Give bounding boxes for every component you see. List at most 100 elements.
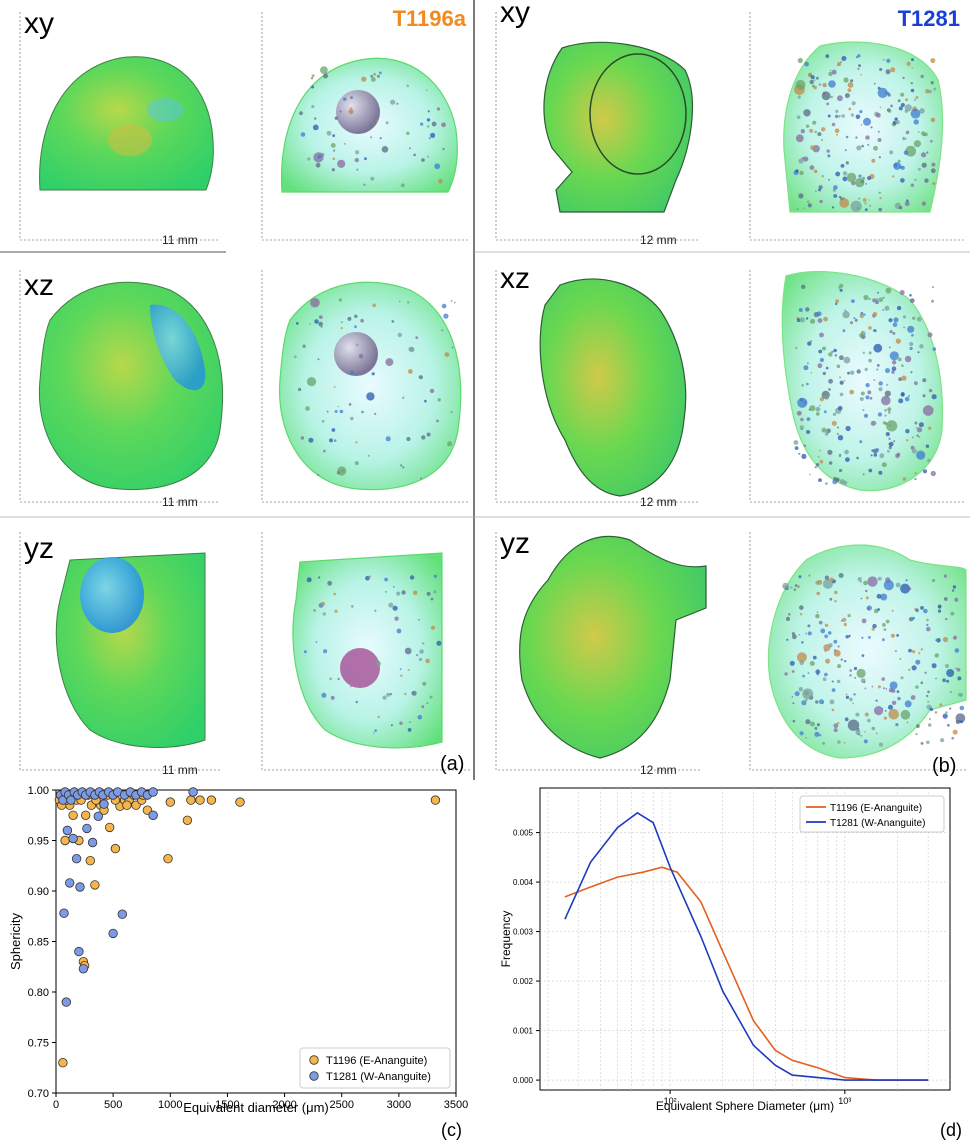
data-point-t1196 <box>122 800 132 810</box>
bubble-dot <box>931 578 936 583</box>
bubble-dot <box>911 66 913 69</box>
bubble-dot <box>821 127 826 132</box>
bubble-dot <box>809 405 816 412</box>
bubble-dot <box>412 590 418 596</box>
bubble-dot <box>361 76 367 82</box>
view-label-a-xy: xy <box>24 7 54 40</box>
bubble-dot <box>447 441 453 447</box>
bubble-dot <box>821 427 827 433</box>
bubble-dot <box>306 377 317 387</box>
bubble-dot <box>833 476 837 481</box>
bubble-dot <box>364 157 367 161</box>
bubble-dot <box>866 607 870 610</box>
bubble-dot <box>798 452 801 455</box>
bubble-dot <box>849 389 855 395</box>
bubble-dot <box>931 408 934 411</box>
bubble-dot <box>303 650 307 654</box>
bubble-dot <box>374 729 377 732</box>
bubble-dot <box>936 638 941 643</box>
bubble-dot <box>902 477 907 481</box>
bubble-dot <box>817 132 822 137</box>
bubble-dot <box>803 156 809 162</box>
scale-b-yz: 12 mm <box>640 763 677 777</box>
bubble-dot <box>922 394 926 398</box>
bubble-dot <box>882 623 886 627</box>
bubble-dot <box>805 632 808 635</box>
bubble-dot <box>402 466 405 469</box>
bubble-dot <box>333 386 336 388</box>
bubble-dot <box>875 732 878 735</box>
bubble-dot <box>897 357 902 362</box>
bubble-dot <box>865 182 868 185</box>
bubble-dot <box>844 717 849 722</box>
bubble-dot <box>390 99 396 105</box>
bubble-dot <box>879 67 883 72</box>
bubble-dot <box>863 739 868 744</box>
bubble-dot <box>421 435 426 440</box>
bubble-dot <box>888 411 891 414</box>
bubble-dot <box>886 383 889 386</box>
bubble-dot <box>877 576 882 581</box>
bubble-dot <box>934 711 938 714</box>
bubble-dot <box>925 444 930 448</box>
bubble-dot <box>884 414 887 417</box>
bubble-dot <box>402 396 405 399</box>
bubble-dot <box>326 130 332 136</box>
bubble-dot <box>878 470 883 475</box>
bubble-dot <box>823 316 828 322</box>
bubble-dot <box>374 609 377 612</box>
bubble-dot <box>900 676 904 680</box>
bubble-dot <box>863 117 871 126</box>
bubble-dot <box>824 394 829 400</box>
bubble-dot <box>898 398 904 404</box>
bubble-dot <box>371 77 376 82</box>
bubble-dot <box>878 207 882 212</box>
bubble-dot <box>920 152 927 158</box>
bubble-dot <box>863 681 866 683</box>
bubble-dot <box>836 364 841 369</box>
bubble-dot <box>833 185 838 190</box>
bubble-dot <box>784 672 788 676</box>
bubble-dot <box>885 432 890 437</box>
bubble-dot <box>893 163 898 168</box>
bubble-dot <box>836 679 841 684</box>
x-axis-label: Equivalent diameter (μm) <box>183 1100 329 1115</box>
legend-box-d <box>799 795 945 833</box>
y-tick-label-d: 0.003 <box>513 928 534 937</box>
x-tick-label: 3500 <box>444 1099 468 1111</box>
data-point-t1281 <box>117 909 128 919</box>
data-point-t1196 <box>58 1057 68 1068</box>
data-point-t1281 <box>59 908 69 918</box>
legend-marker <box>309 1071 319 1081</box>
bubble-dot <box>927 700 930 703</box>
bubble-dot <box>816 591 820 596</box>
bubble-dot <box>831 420 837 426</box>
bubble-dot <box>845 135 849 139</box>
bubble-dot <box>321 420 325 423</box>
bubble-dot <box>800 417 804 422</box>
bubble-dot <box>379 137 382 140</box>
bubble-dot <box>845 425 851 432</box>
bubble-dot <box>850 113 855 117</box>
bubble-dot <box>824 432 829 436</box>
bubble-dot <box>909 298 915 303</box>
bubble-dot <box>421 705 425 709</box>
bubble-dot <box>845 635 849 639</box>
bubble-dot <box>875 448 880 452</box>
bubble-dot <box>834 590 838 595</box>
bubble-dot <box>910 82 913 85</box>
bubble-dot <box>818 449 821 452</box>
bubble-dot <box>884 408 887 412</box>
bubble-dot <box>926 694 929 698</box>
bubble-dot <box>843 741 846 744</box>
bubble-dot <box>419 649 424 654</box>
bubble-dot <box>914 381 918 386</box>
bubble-dot <box>318 315 323 319</box>
bubble-dot <box>796 318 801 323</box>
bubble-dot <box>871 627 875 631</box>
bubble-dot <box>887 407 892 412</box>
bubble-dot <box>833 649 841 657</box>
bubble-dot <box>396 591 401 596</box>
bubble-dot <box>884 396 888 399</box>
bubble-dot <box>862 198 867 202</box>
